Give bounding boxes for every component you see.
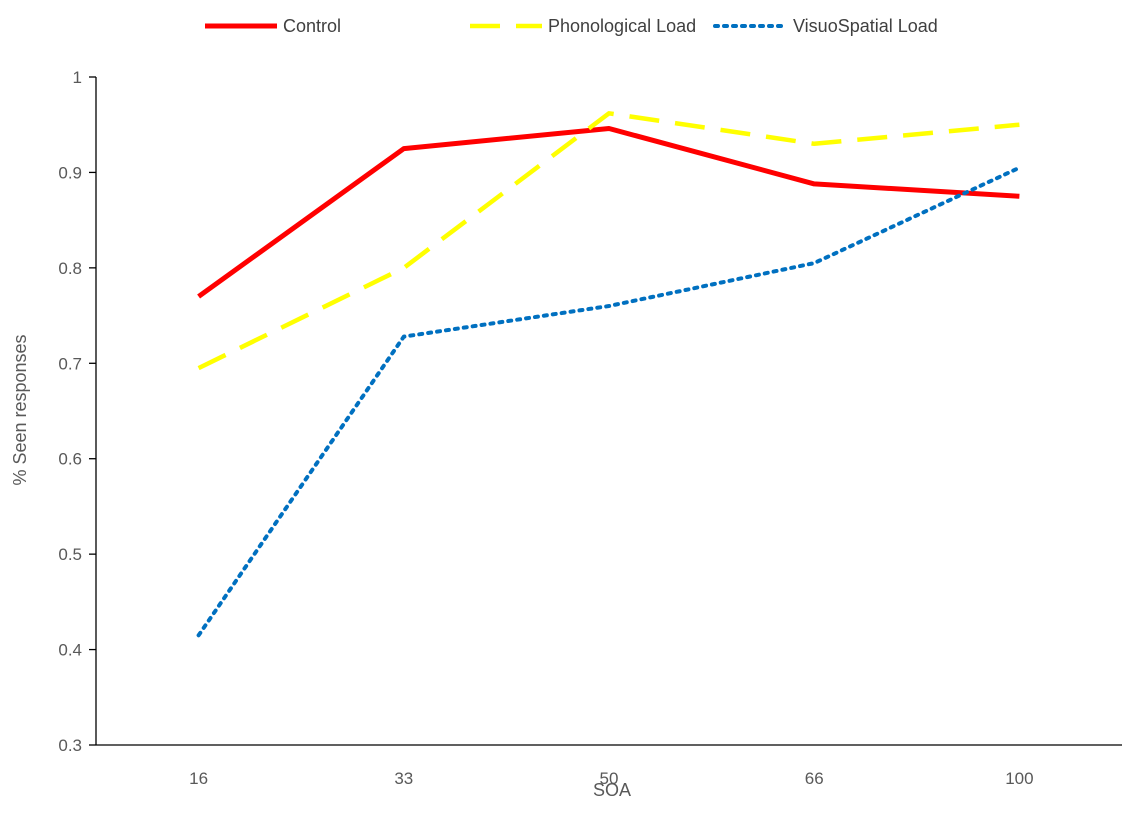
x-tick-label: 100 bbox=[1005, 769, 1033, 788]
series-line-3 bbox=[196, 165, 1022, 638]
series-line-1 bbox=[197, 126, 1020, 299]
legend-label-2: Phonological Load bbox=[548, 16, 696, 36]
y-tick-label: 0.4 bbox=[58, 641, 82, 660]
y-tick-label: 0.5 bbox=[58, 545, 82, 564]
x-tick-label: 50 bbox=[600, 769, 619, 788]
series-layer bbox=[196, 111, 1022, 638]
series-line-2 bbox=[197, 111, 1020, 371]
x-tick-label: 33 bbox=[394, 769, 413, 788]
x-tick-label: 66 bbox=[805, 769, 824, 788]
legend-label-3: VisuoSpatial Load bbox=[793, 16, 938, 36]
y-tick-label: 1 bbox=[73, 68, 82, 87]
x-axis-title: SOA bbox=[593, 780, 631, 800]
legend: Control Phonological Load VisuoSpatial Loa… bbox=[205, 16, 938, 36]
y-tick-label: 0.9 bbox=[58, 163, 82, 182]
legend-label-1: Control bbox=[283, 16, 341, 36]
y-axis-title: % Seen responses bbox=[10, 334, 30, 485]
y-tick-label: 0.8 bbox=[58, 259, 82, 278]
y-tick-label: 0.6 bbox=[58, 450, 82, 469]
x-tick-label: 16 bbox=[189, 769, 208, 788]
y-tick-label: 0.3 bbox=[58, 736, 82, 755]
y-tick-label: 0.7 bbox=[58, 354, 82, 373]
axes: 0.3 0.4 0.5 0.6 0.7 0.8 0.9 1 16 33 50 66 100 bbox=[58, 68, 1122, 788]
